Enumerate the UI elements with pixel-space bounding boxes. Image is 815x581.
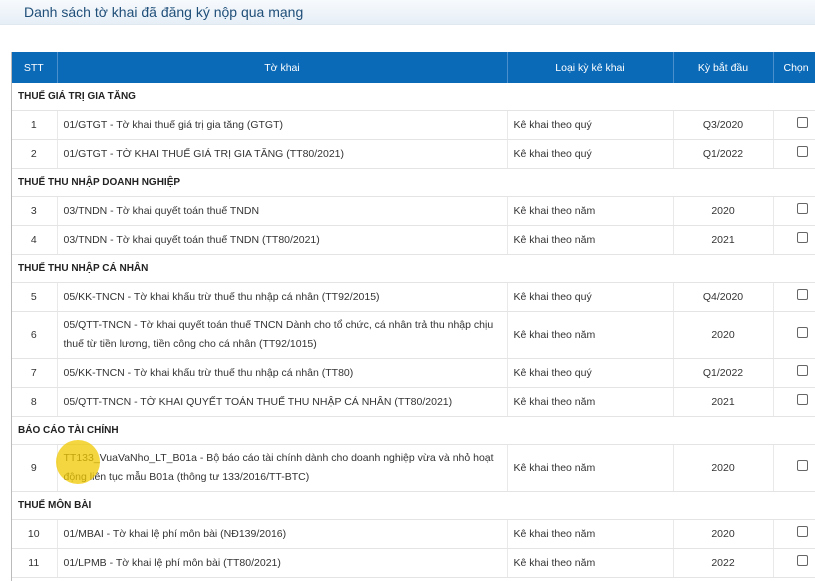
col-start-period: Kỳ bắt đầu (673, 52, 774, 83)
row-stt: 8 (11, 387, 58, 417)
row-period-type: Kê khai theo năm (507, 519, 674, 549)
row-period-type: Kê khai theo năm (507, 387, 674, 417)
table-row: 6 05/QTT-TNCN - Tờ khai quyết toán thuế … (11, 311, 815, 359)
row-select-cell (773, 282, 815, 312)
row-select-cell (773, 358, 815, 388)
row-select-checkbox[interactable] (796, 554, 808, 566)
row-period-type: Kê khai theo quý (507, 282, 674, 312)
table-left-border (11, 52, 12, 581)
row-period-type: Kê khai theo năm (507, 444, 674, 492)
row-form: 01/LPMB - Tờ khai lệ phí môn bài (TT80/2… (57, 548, 508, 578)
row-select-cell (773, 548, 815, 578)
page-title-bar: Danh sách tờ khai đã đăng ký nộp qua mạn… (0, 0, 815, 25)
group-row: BÁO CÁO TÀI CHÍNH (11, 416, 815, 445)
row-start-period: Q1/2022 (673, 358, 774, 388)
table-row: 10 01/MBAI - Tờ khai lệ phí môn bài (NĐ1… (11, 519, 815, 549)
row-stt: 3 (11, 196, 58, 226)
group-row: THUẾ THU NHẬP CÁ NHÂN (11, 254, 815, 283)
row-period-type: Kê khai theo năm (507, 196, 674, 226)
row-select-checkbox[interactable] (796, 525, 808, 537)
group-title: THUẾ THU NHẬP DOANH NGHIỆP (11, 168, 815, 197)
row-stt: 9 (11, 444, 58, 492)
col-form: Tờ khai (57, 52, 508, 83)
row-stt: 2 (11, 139, 58, 169)
group-title: BÁO CÁO TÀI CHÍNH (11, 416, 815, 445)
table-row: 9 TT133_VuaVaNho_LT_B01a - Bộ báo cáo tà… (11, 444, 815, 492)
row-start-period: 2022 (673, 548, 774, 578)
group-row: THUẾ MÔN BÀI (11, 491, 815, 520)
row-start-period: 2020 (673, 311, 774, 359)
row-select-cell (773, 225, 815, 255)
group-title: THUẾ MÔN BÀI (11, 491, 815, 520)
row-start-period: Q4/2020 (673, 282, 774, 312)
row-select-checkbox[interactable] (796, 459, 808, 471)
row-stt: 7 (11, 358, 58, 388)
page-title: Danh sách tờ khai đã đăng ký nộp qua mạn… (24, 4, 304, 20)
table-row: 2 01/GTGT - TỜ KHAI THUẾ GIÁ TRỊ GIA TĂN… (11, 139, 815, 169)
group-row: THUẾ GIÁ TRỊ GIA TĂNG (11, 83, 815, 111)
row-period-type: Kê khai theo năm (507, 548, 674, 578)
table-row: 3 03/TNDN - Tờ khai quyết toán thuế TNDN… (11, 196, 815, 226)
table-row: 5 05/KK-TNCN - Tờ khai khấu trừ thuế thu… (11, 282, 815, 312)
row-stt: 1 (11, 110, 58, 140)
table-row: 4 03/TNDN - Tờ khai quyết toán thuế TNDN… (11, 225, 815, 255)
row-period-type: Kê khai theo quý (507, 139, 674, 169)
row-form: 05/KK-TNCN - Tờ khai khấu trừ thuế thu n… (57, 358, 508, 388)
table-row: 7 05/KK-TNCN - Tờ khai khấu trừ thuế thu… (11, 358, 815, 388)
row-form: 01/MBAI - Tờ khai lệ phí môn bài (NĐ139/… (57, 519, 508, 549)
group-title: THUẾ GIÁ TRỊ GIA TĂNG (11, 83, 815, 111)
col-select: Chọn (773, 52, 815, 83)
row-start-period: 2021 (673, 225, 774, 255)
row-start-period: 2020 (673, 196, 774, 226)
row-select-cell (773, 387, 815, 417)
row-select-cell (773, 139, 815, 169)
row-start-period: 2020 (673, 519, 774, 549)
row-start-period: Q3/2020 (673, 110, 774, 140)
row-form: 05/KK-TNCN - Tờ khai khấu trừ thuế thu n… (57, 282, 508, 312)
row-start-period: 2021 (673, 387, 774, 417)
col-period-type: Loại kỳ kê khai (507, 52, 674, 83)
row-select-checkbox[interactable] (796, 116, 808, 128)
row-form: 05/QTT-TNCN - Tờ khai quyết toán thuế TN… (57, 311, 508, 359)
row-form: TT133_VuaVaNho_LT_B01a - Bộ báo cáo tài … (57, 444, 508, 492)
row-form: 03/TNDN - Tờ khai quyết toán thuế TNDN (… (57, 225, 508, 255)
row-period-type: Kê khai theo quý (507, 358, 674, 388)
group-title: THUẾ THU NHẬP CÁ NHÂN (11, 254, 815, 283)
row-form: 01/GTGT - TỜ KHAI THUẾ GIÁ TRỊ GIA TĂNG … (57, 139, 508, 169)
declarations-table-container: STT Tờ khai Loại kỳ kê khai Kỳ bắt đầu C… (11, 52, 815, 578)
row-stt: 11 (11, 548, 58, 578)
row-start-period: Q1/2022 (673, 139, 774, 169)
row-select-checkbox[interactable] (796, 364, 808, 376)
row-stt: 4 (11, 225, 58, 255)
row-form: 03/TNDN - Tờ khai quyết toán thuế TNDN (57, 196, 508, 226)
row-stt: 10 (11, 519, 58, 549)
row-select-cell (773, 311, 815, 359)
row-stt: 5 (11, 282, 58, 312)
row-stt: 6 (11, 311, 58, 359)
col-stt: STT (11, 52, 58, 83)
table-row: 1 01/GTGT - Tờ khai thuế giá trị gia tăn… (11, 110, 815, 140)
row-period-type: Kê khai theo năm (507, 225, 674, 255)
table-row: 8 05/QTT-TNCN - TỜ KHAI QUYẾT TOÁN THUẾ … (11, 387, 815, 417)
row-select-checkbox[interactable] (796, 145, 808, 157)
row-select-checkbox[interactable] (796, 202, 808, 214)
row-select-cell (773, 110, 815, 140)
row-select-checkbox[interactable] (796, 393, 808, 405)
row-start-period: 2020 (673, 444, 774, 492)
row-select-cell (773, 519, 815, 549)
row-select-checkbox[interactable] (796, 288, 808, 300)
table-header: STT Tờ khai Loại kỳ kê khai Kỳ bắt đầu C… (11, 52, 815, 83)
row-select-cell (773, 444, 815, 492)
row-select-cell (773, 196, 815, 226)
row-form: 05/QTT-TNCN - TỜ KHAI QUYẾT TOÁN THUẾ TH… (57, 387, 508, 417)
row-period-type: Kê khai theo quý (507, 110, 674, 140)
table-row: 11 01/LPMB - Tờ khai lệ phí môn bài (TT8… (11, 548, 815, 578)
row-select-checkbox[interactable] (796, 231, 808, 243)
row-select-checkbox[interactable] (796, 326, 808, 338)
declarations-table: STT Tờ khai Loại kỳ kê khai Kỳ bắt đầu C… (11, 52, 815, 578)
group-row: THUẾ THU NHẬP DOANH NGHIỆP (11, 168, 815, 197)
row-period-type: Kê khai theo năm (507, 311, 674, 359)
row-form: 01/GTGT - Tờ khai thuế giá trị gia tăng … (57, 110, 508, 140)
